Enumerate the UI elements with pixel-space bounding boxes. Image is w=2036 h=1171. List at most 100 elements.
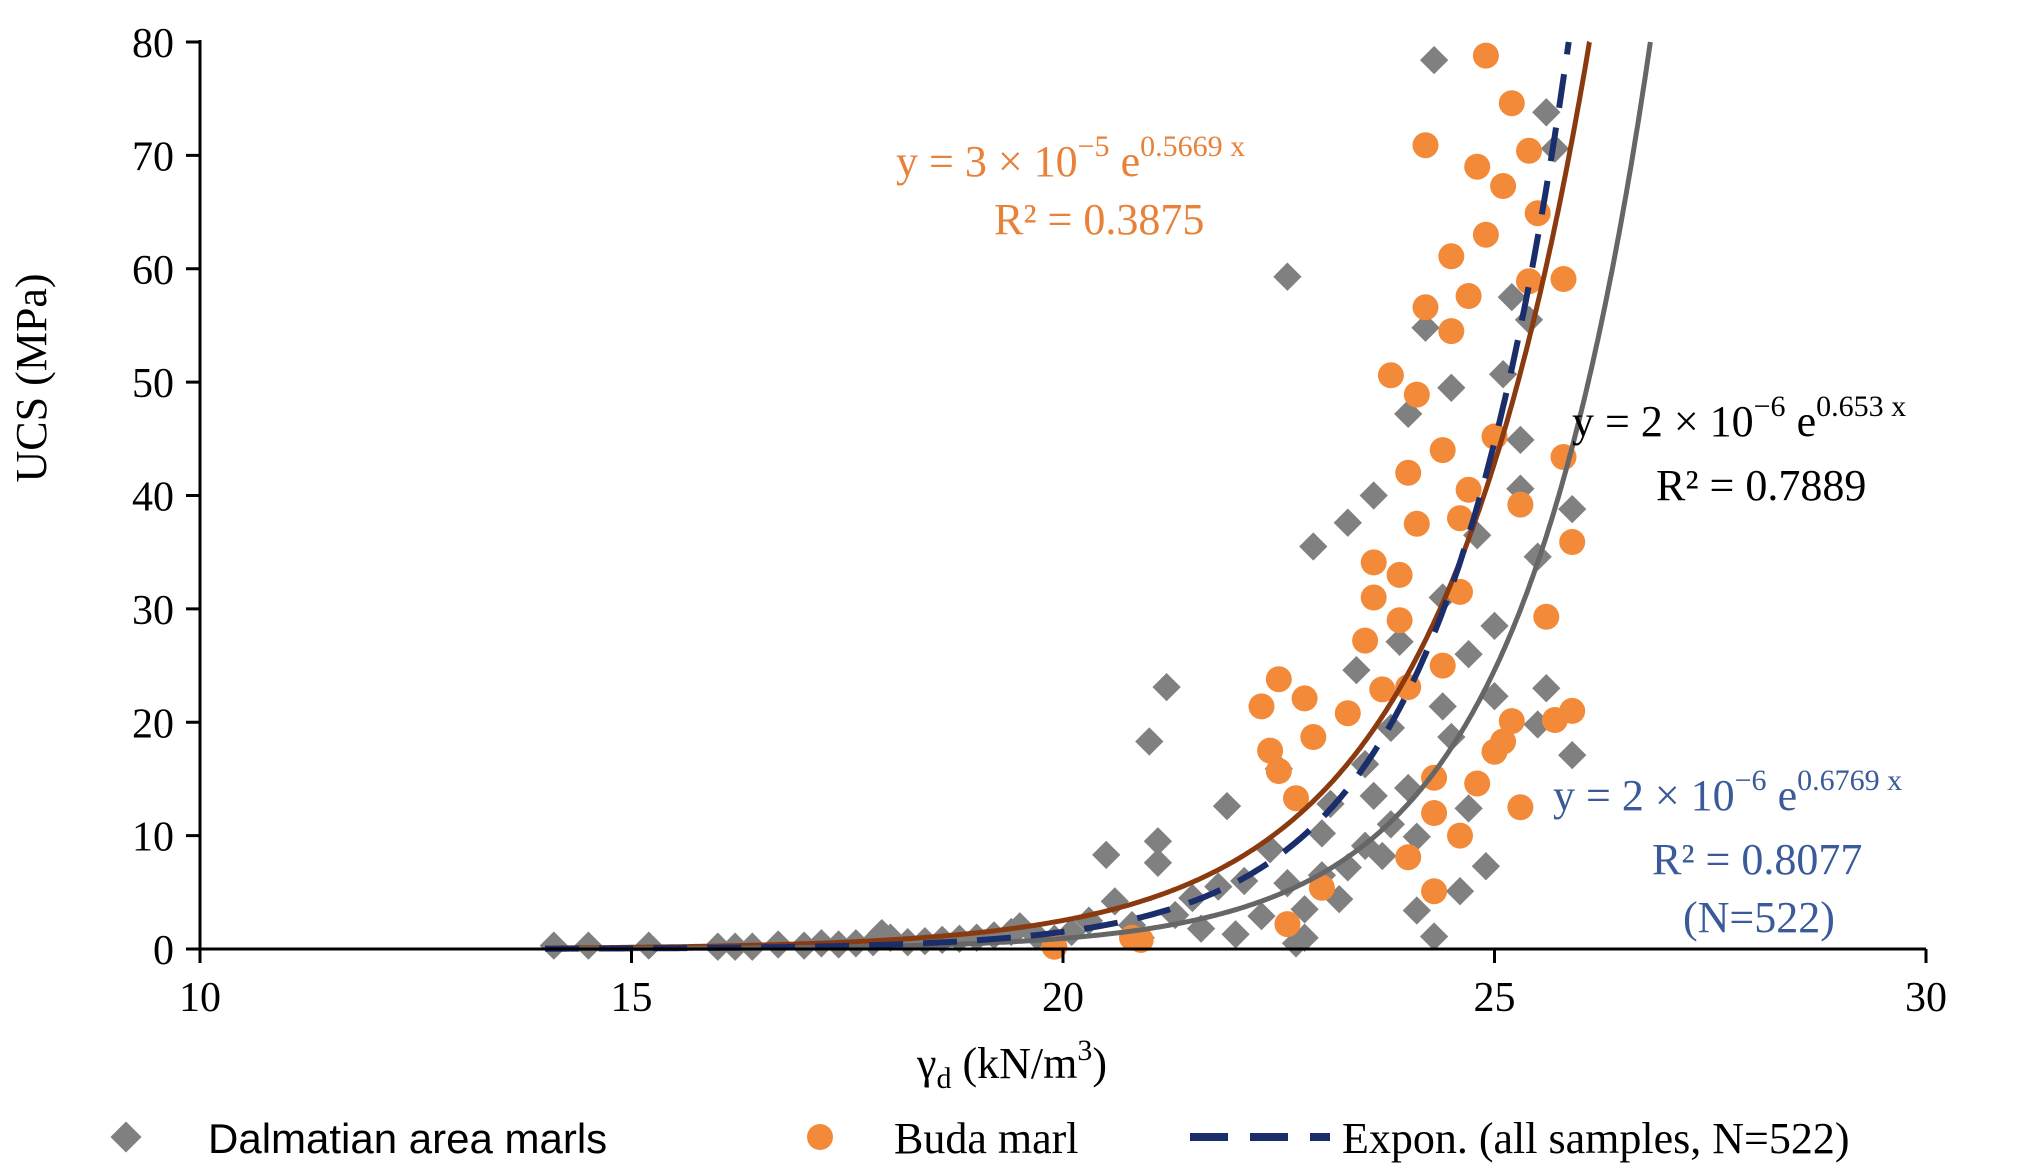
buda-point [1265, 666, 1292, 693]
dalmatian-point [1454, 640, 1483, 669]
dalmatian-point [1092, 840, 1121, 870]
buda-point [1300, 724, 1327, 750]
dalmatian-point [1178, 883, 1207, 913]
all-r2: R² = 0.8077 [1652, 835, 1862, 884]
x-axis-unit-close: ) [1092, 1039, 1107, 1088]
dalmatian-point [1437, 373, 1466, 402]
dalmatian-point [1247, 901, 1276, 931]
buda-point [1308, 874, 1335, 901]
dalmatian-point [1143, 827, 1173, 856]
y-tick-label: 0 [153, 928, 174, 974]
buda-point [1507, 491, 1534, 518]
dalmatian-point [1359, 781, 1388, 811]
buda-point [1429, 652, 1456, 679]
dalmatian-point [1333, 508, 1362, 537]
buda-point [1257, 737, 1284, 764]
legend-label-dalmatian: Dalmatian area marls [208, 1115, 607, 1162]
dalmatian-point [1221, 920, 1250, 949]
buda-point [1352, 627, 1379, 654]
dalmatian-point [1497, 282, 1526, 312]
buda-point [1421, 878, 1448, 905]
all-n: (N=522) [1683, 893, 1835, 942]
x-axis-unit-sup: 3 [1077, 1034, 1092, 1067]
buda-point [1421, 800, 1448, 826]
dalmatian-point [1471, 852, 1501, 881]
buda-point [1533, 603, 1560, 630]
dalmatian-point [1212, 791, 1242, 821]
y-tick-label: 20 [132, 701, 174, 747]
x-axis-title: γd (kN/m3) [916, 1034, 1107, 1095]
buda-point [1248, 693, 1275, 720]
dalmatian-point [1558, 740, 1587, 770]
buda-point [1516, 137, 1542, 164]
axes [186, 40, 1928, 963]
buda-point [1369, 676, 1396, 703]
legend: Dalmatian area marls Buda marl Expon. (a… [110, 1114, 1850, 1163]
dalmatian-point [1437, 722, 1466, 752]
buda-point [1516, 268, 1542, 295]
y-tick-label: 70 [132, 134, 174, 180]
buda-point [1386, 607, 1413, 634]
buda-point [1334, 700, 1361, 727]
x-axis-unit: (kN/m [951, 1039, 1077, 1088]
buda-point [1127, 926, 1154, 953]
y-tick-label: 30 [132, 588, 174, 634]
buda-point [1291, 685, 1318, 712]
buda-point [1412, 132, 1439, 159]
y-tick-label: 60 [132, 248, 174, 294]
buda-point [1395, 844, 1422, 871]
buda-point [1559, 529, 1586, 555]
dalmatian-point [1419, 45, 1449, 75]
dalmatian-point [1454, 794, 1483, 823]
buda-point [1447, 578, 1473, 605]
y-tick-label: 40 [132, 475, 174, 521]
buda-point [1403, 510, 1430, 537]
dalmatian-r2: R² = 0.7889 [1656, 461, 1866, 510]
buda-point [1490, 173, 1517, 199]
buda-point [1395, 459, 1422, 486]
buda-equation: y = 3 × 10−5 e0.5669 x [896, 130, 1245, 186]
dalmatian-point [1342, 655, 1371, 685]
dalmatian-point [1532, 98, 1561, 127]
dalmatian-point [1558, 494, 1587, 524]
dalmatian-point [1299, 532, 1328, 561]
x-tick-label: 15 [611, 975, 653, 1021]
buda-point [1429, 437, 1456, 464]
legend-circle-marker [807, 1124, 833, 1150]
x-tick-label: 10 [179, 975, 221, 1021]
dalmatian-point [1273, 262, 1302, 291]
buda-point [1274, 911, 1301, 938]
y-tick-label: 50 [132, 361, 174, 407]
dalmatian-point [1411, 313, 1440, 342]
buda-point [1472, 42, 1499, 69]
buda-point [1524, 200, 1551, 227]
dalmatian-point [1307, 819, 1337, 848]
buda-point [1455, 476, 1482, 503]
buda-point [1412, 294, 1439, 321]
dalmatian-equation: y = 2 × 10−6 e0.653 x [1572, 390, 1906, 446]
buda-point [1559, 697, 1586, 724]
buda-point [1283, 785, 1309, 812]
legend-label-buda: Buda marl [894, 1114, 1079, 1163]
y-axis-title: UCS (MPa) [7, 273, 56, 482]
dalmatian-point [1506, 425, 1535, 455]
buda-point [1490, 728, 1517, 755]
dalmatian-point [1152, 672, 1181, 702]
buda-point [1507, 794, 1534, 821]
buda-point [1472, 221, 1499, 248]
dalmatian-point [1135, 727, 1164, 756]
buda-point [1455, 283, 1482, 309]
buda-point [1403, 381, 1430, 408]
x-axis-symbol: γ [916, 1039, 936, 1088]
buda-point [1386, 561, 1413, 588]
dalmatian-point [1394, 773, 1423, 803]
dalmatian-point [1402, 822, 1431, 851]
dalmatian-point [1419, 922, 1449, 951]
buda-point [1464, 770, 1491, 797]
buda-point [1438, 243, 1465, 270]
legend-diamond-marker [110, 1121, 142, 1153]
buda-point [1464, 153, 1491, 180]
buda-point [1498, 90, 1525, 117]
buda-point [1447, 505, 1473, 532]
